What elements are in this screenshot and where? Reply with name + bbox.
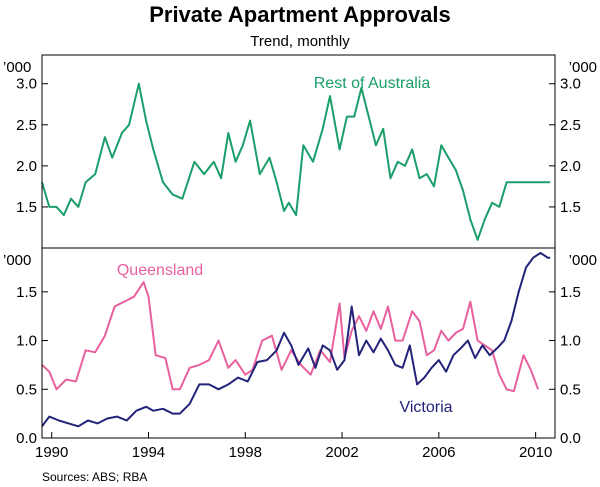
label-rest-of-australia: Rest of Australia (314, 75, 431, 92)
bottom-ylabel-right: 0.0 (560, 430, 581, 447)
unit-label-top-left: ’000 (3, 59, 31, 76)
xtick-label: 2010 (519, 444, 552, 461)
top-ylabel-right: 3.0 (560, 76, 581, 93)
label-victoria: Victoria (399, 399, 452, 416)
bottom-ylabel-left: 1.0 (16, 333, 37, 350)
source-note: Sources: ABS; RBA (42, 470, 147, 484)
bottom-ylabel-left: 0.5 (16, 381, 37, 398)
chart-subtitle: Trend, monthly (250, 33, 350, 50)
xtick-label: 2002 (325, 444, 358, 461)
bottom-ylabel-right: 0.5 (560, 381, 581, 398)
series-queensland (41, 281, 540, 393)
xtick-label: 1990 (35, 444, 68, 461)
plot-frame (41, 54, 556, 439)
top-ylabel-left: 3.0 (16, 76, 37, 93)
series-rest-of-australia (41, 82, 551, 241)
bottom-ylabel-left: 1.5 (16, 284, 37, 301)
xtick-label: 1994 (132, 444, 165, 461)
xtick-label: 2006 (422, 444, 455, 461)
top-ylabel-right: 2.5 (560, 117, 581, 134)
chart-title: Private Apartment Approvals (149, 2, 451, 27)
unit-label-bottom-left: ’000 (3, 252, 31, 269)
xtick-label: 1998 (229, 444, 262, 461)
bottom-ylabel-right: 1.5 (560, 284, 581, 301)
label-queensland: Queensland (117, 262, 203, 279)
unit-label-bottom-right: ’000 (569, 252, 597, 269)
unit-label-top-right: ’000 (569, 59, 597, 76)
top-ylabel-right: 1.5 (560, 199, 581, 216)
top-ylabel-left: 2.5 (16, 117, 37, 134)
plot-layer: 1.5 1.5 2.0 2.0 2.5 2.5 3.0 3.0 0.0 0.0 0.5 0.5 1.0 1… (16, 54, 581, 461)
top-ylabel-left: 1.5 (16, 199, 37, 216)
series-victoria (41, 251, 551, 428)
top-ylabel-left: 2.0 (16, 158, 37, 175)
bottom-ylabel-left: 0.0 (16, 430, 37, 447)
top-ylabel-right: 2.0 (560, 158, 581, 175)
bottom-ylabel-right: 1.0 (560, 333, 581, 350)
